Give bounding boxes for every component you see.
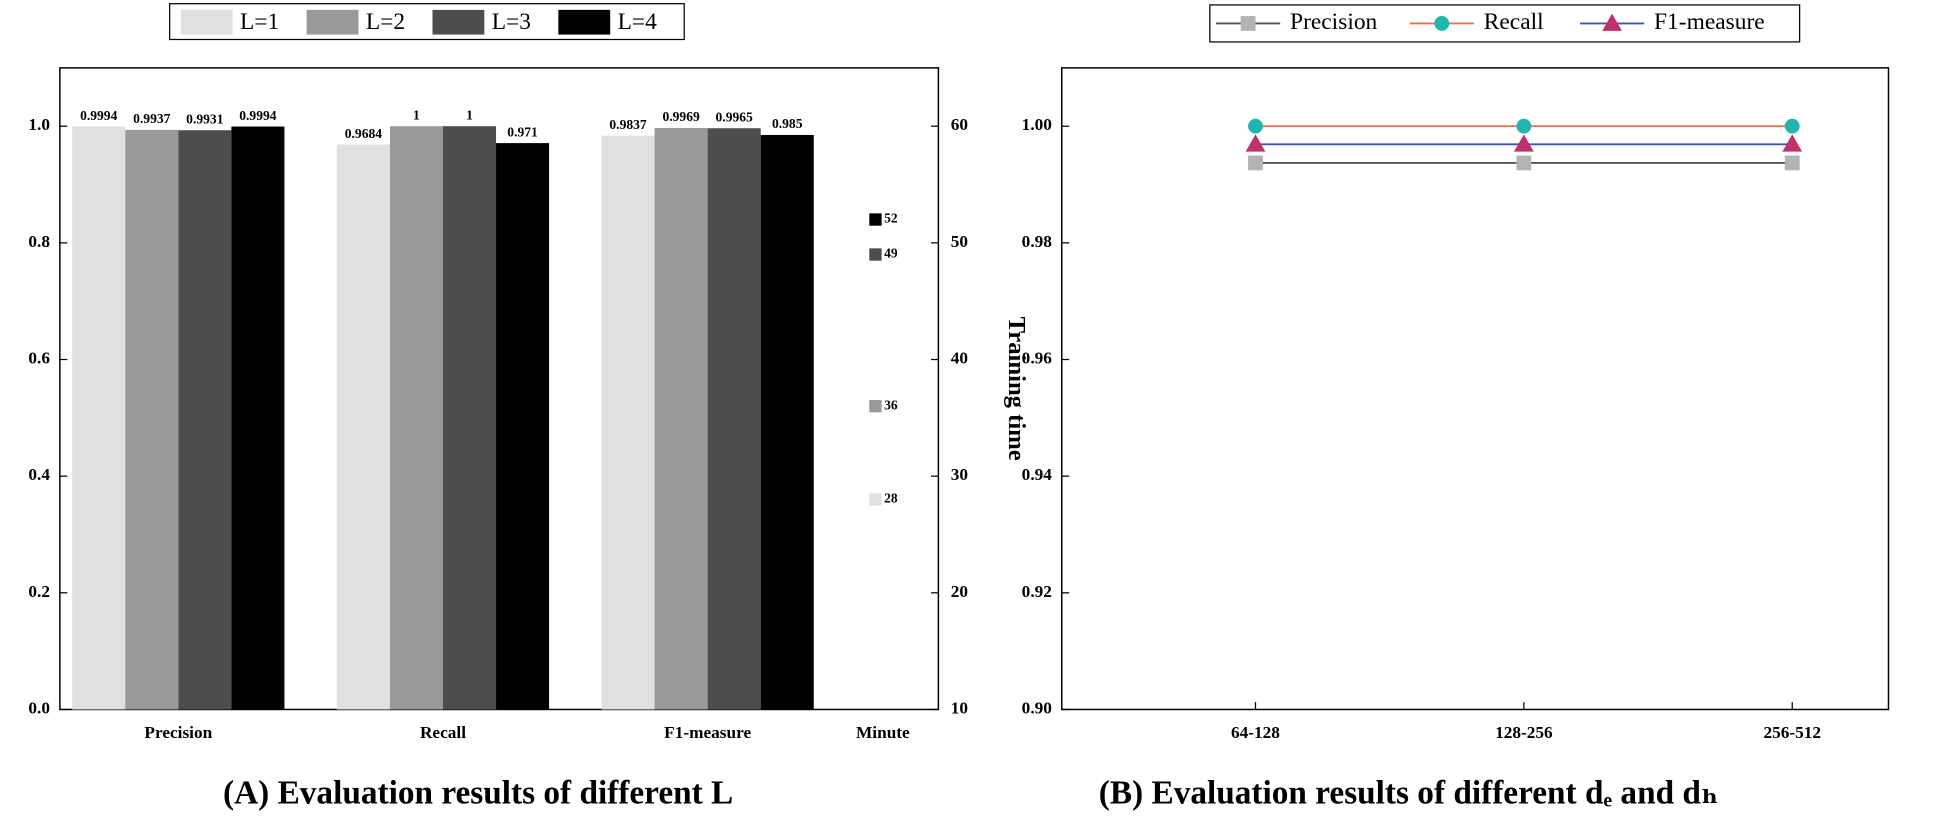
- legend-swatch: [558, 9, 611, 35]
- time-mark: [869, 400, 882, 413]
- legend-swatch: [432, 9, 485, 35]
- y2-tick-label: 50: [951, 232, 968, 251]
- y-tick-label: 0.96: [1022, 348, 1053, 367]
- legend-label: L=4: [618, 9, 658, 35]
- legend-swatch: [306, 9, 359, 35]
- y2-tick-label: 40: [951, 348, 968, 367]
- time-label: 52: [884, 211, 898, 226]
- y-tick-label: 0.92: [1022, 582, 1052, 601]
- bar: [601, 135, 655, 710]
- legend-label: L=3: [492, 9, 531, 35]
- y-tick-label: 0.4: [28, 465, 50, 484]
- point: [1248, 118, 1263, 134]
- time-mark: [869, 493, 882, 506]
- legend-marker: [1434, 16, 1450, 31]
- time-label: 49: [884, 246, 898, 261]
- value-label: 0.9837: [609, 117, 647, 132]
- value-label: 1: [466, 107, 473, 122]
- point: [1248, 155, 1263, 171]
- legend-marker: [1240, 16, 1256, 31]
- y-tick-label: 0.8: [28, 232, 50, 251]
- y-tick-label: 0.98: [1022, 232, 1053, 251]
- y2-tick-label: 60: [951, 115, 968, 134]
- time-label: 36: [884, 397, 898, 412]
- point: [1784, 118, 1800, 134]
- point: [1516, 155, 1532, 171]
- y-tick-label: 0.94: [1022, 465, 1053, 484]
- legend-label: Recall: [1484, 9, 1544, 35]
- y-tick-label: 0.2: [28, 582, 50, 601]
- y2-axis-title: Training time: [1003, 317, 1030, 461]
- legend-label: L=1: [240, 9, 279, 35]
- bar: [336, 144, 390, 710]
- bar: [654, 128, 708, 710]
- x-tick-label: Minute: [856, 723, 910, 742]
- value-label: 0.9684: [345, 126, 383, 141]
- y2-tick-label: 20: [951, 582, 968, 601]
- value-label: 0.9969: [662, 109, 700, 124]
- bar: [707, 128, 761, 710]
- chart-title: (B) Evaluation results of different dₑ a…: [1099, 774, 1719, 811]
- time-mark: [869, 248, 882, 261]
- point: [1784, 155, 1800, 171]
- y2-tick-label: 30: [951, 465, 968, 484]
- legend-swatch: [180, 9, 233, 35]
- point: [1245, 134, 1266, 152]
- y-tick-label: 0.0: [28, 698, 50, 717]
- value-label: 0.9937: [133, 111, 171, 126]
- bar: [389, 126, 443, 710]
- legend-label: F1-measure: [1654, 9, 1765, 35]
- bar: [760, 134, 814, 710]
- point: [1513, 134, 1534, 152]
- x-tick-label: Recall: [420, 723, 466, 742]
- y-tick-label: 1.0: [28, 115, 50, 134]
- value-label: 0.9965: [716, 109, 754, 124]
- x-tick-label: Precision: [144, 723, 212, 742]
- point: [1516, 118, 1532, 134]
- y2-tick-label: 10: [951, 698, 968, 717]
- y-tick-label: 0.6: [28, 348, 50, 367]
- bar: [442, 126, 497, 710]
- x-tick-label: F1-measure: [664, 723, 751, 742]
- x-tick-label: 256-512: [1763, 723, 1821, 742]
- legend-box: [1209, 4, 1801, 43]
- y-tick-label: 0.90: [1022, 698, 1052, 717]
- legend-label: Precision: [1290, 9, 1378, 35]
- bar: [125, 129, 179, 710]
- value-label: 0.9994: [80, 108, 118, 123]
- chart-title: (A) Evaluation results of different L: [223, 774, 733, 811]
- legend-label: L=2: [366, 9, 405, 35]
- bar: [178, 130, 232, 710]
- x-tick-label: 64-128: [1231, 723, 1280, 742]
- value-label: 0.9931: [186, 111, 224, 126]
- time-mark: [869, 213, 882, 226]
- time-label: 28: [884, 491, 898, 506]
- bar: [496, 143, 550, 710]
- bar: [72, 126, 126, 710]
- point: [1782, 134, 1803, 152]
- value-label: 0.9994: [239, 108, 277, 123]
- y-tick-label: 1.00: [1022, 115, 1052, 134]
- value-label: 0.985: [772, 116, 803, 131]
- bar: [231, 126, 285, 710]
- value-label: 0.971: [507, 124, 538, 139]
- plot-frame: [1061, 67, 1890, 711]
- value-label: 1: [413, 107, 420, 122]
- x-tick-label: 128-256: [1495, 723, 1553, 742]
- legend-marker: [1602, 13, 1622, 31]
